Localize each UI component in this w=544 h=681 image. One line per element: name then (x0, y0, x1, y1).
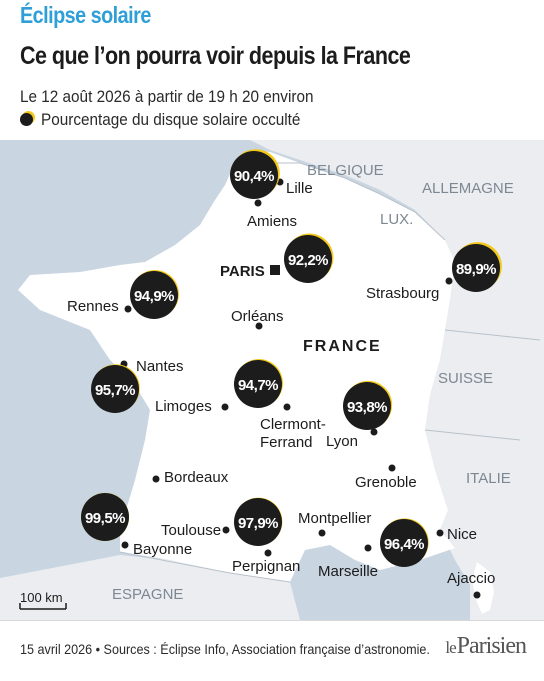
spain-land (0, 555, 300, 620)
city-dot-bayonne (121, 541, 129, 549)
city-label-nice: Nice (447, 526, 477, 543)
eclipse-bayonne: 99,5% (81, 492, 130, 541)
eclipse-limoges: 94,7% (234, 359, 283, 408)
city-dot-marseille (364, 544, 372, 552)
city-dot-grenoble (388, 464, 396, 472)
eclipse-value-paris: 92,2% (288, 252, 328, 269)
eclipse-toulouse: 97,9% (234, 497, 283, 546)
page-title: Ce que l’on pourra voir depuis la France (20, 42, 411, 70)
city-label-marseille: Marseille (318, 563, 378, 580)
eclipse-lyon: 93,8% (343, 380, 393, 430)
legend-label: Pourcentage du disque solaire occulté (41, 110, 301, 129)
eclipse-value-lyon: 93,8% (347, 399, 387, 416)
city-markers: Lille Amiens PARIS Strasbourg Rennes Orléans N… (67, 178, 495, 599)
header: Éclipse solaire Ce que l’on pourra voir … (0, 0, 544, 140)
eclipse-value-nantes: 95,7% (95, 382, 135, 399)
eclipse-value-rennes: 94,9% (134, 288, 174, 305)
city-dot-amiens (254, 199, 262, 207)
city-label-rennes: Rennes (67, 298, 119, 315)
city-label-strasbourg: Strasbourg (366, 285, 439, 302)
eclipse-value-bayonne: 99,5% (85, 510, 125, 527)
eclipse-lille: 90,4% (230, 149, 280, 199)
country-lux: LUX. (380, 211, 413, 228)
city-label-ajaccio: Ajaccio (447, 570, 495, 587)
country-belgique: BELGIQUE (307, 162, 384, 179)
france-land (18, 150, 455, 582)
city-dot-rennes (124, 305, 132, 313)
eclipse-disk-icon (20, 113, 33, 126)
kicker: Éclipse solaire (20, 2, 151, 28)
source-line: 15 avril 2026 • Sources : Éclipse Info, … (20, 641, 430, 657)
borders (119, 162, 541, 583)
city-label-grenoble: Grenoble (355, 474, 417, 491)
eclipse-value-strasbourg: 89,9% (456, 261, 496, 278)
moon-disk (234, 360, 282, 408)
city-label-toulouse: Toulouse (161, 522, 221, 539)
moon-disk (284, 235, 332, 283)
moon-disk (452, 244, 500, 292)
moon-disk (130, 271, 178, 319)
capital-marker (270, 265, 280, 275)
eclipse-value-limoges: 94,7% (238, 377, 278, 394)
city-label-clermont1: Clermont- (260, 416, 326, 433)
eclipse-value-lille: 90,4% (234, 168, 274, 185)
moon-disk (81, 493, 129, 541)
country-suisse: SUISSE (438, 370, 493, 387)
le-parisien-logo: leParisien (445, 633, 527, 659)
city-label-orleans: Orléans (231, 308, 284, 325)
country-label: FRANCE (303, 338, 382, 355)
city-dot-montpellier (318, 529, 326, 537)
country-italie: ITALIE (466, 470, 511, 487)
city-label-amiens: Amiens (247, 213, 297, 230)
moon-disk (91, 365, 139, 413)
city-dot-ajaccio (473, 591, 481, 599)
city-label-lille: Lille (286, 180, 313, 197)
eclipse-value-toulouse: 97,9% (238, 515, 278, 532)
eclipse-paris: 92,2% (284, 233, 334, 283)
city-label-limoges: Limoges (155, 398, 212, 415)
map: 100 km FRANCE BELGIQUE ALLEMAGNE LUX. SUISS… (0, 140, 544, 620)
corsica-land (472, 562, 494, 614)
city-dot-strasbourg (445, 277, 453, 285)
city-dot-lyon (370, 428, 378, 436)
footer: 15 avril 2026 • Sources : Éclipse Info, … (0, 620, 544, 681)
city-label-bayonne: Bayonne (133, 541, 192, 558)
city-dot-perpignan (264, 549, 272, 557)
city-label-nantes: Nantes (136, 358, 184, 375)
neighbor-labels: BELGIQUE ALLEMAGNE LUX. SUISSE ITALIE ESPAGNE (112, 162, 514, 603)
subtitle: Le 12 août 2026 à partir de 19 h 20 envi… (20, 87, 314, 106)
moon-disk (234, 498, 282, 546)
legend: Pourcentage du disque solaire occulté (20, 110, 329, 130)
eclipse-rennes: 94,9% (130, 270, 179, 319)
eclipse-value-marseille: 96,4% (384, 536, 424, 553)
city-label-clermont2: Ferrand (260, 434, 313, 451)
eclipse-nantes: 95,7% (91, 364, 140, 413)
eclipse-marseille: 96,4% (380, 518, 429, 567)
city-label-bordeaux: Bordeaux (164, 469, 229, 486)
city-label-paris: PARIS (220, 263, 265, 280)
city-dot-clermont1 (283, 403, 291, 411)
country-allemagne: ALLEMAGNE (422, 180, 514, 197)
city-label-perpignan: Perpignan (232, 558, 300, 575)
city-dot-toulouse (222, 526, 230, 534)
city-dot-orleans (255, 322, 263, 330)
city-dot-nice (436, 529, 444, 537)
moon-disk (380, 519, 428, 567)
city-dot-limoges (221, 403, 229, 411)
moon-disk (343, 382, 391, 430)
city-label-montpellier: Montpellier (298, 510, 371, 527)
eclipse-strasbourg: 89,9% (452, 242, 502, 292)
country-espagne: ESPAGNE (112, 586, 183, 603)
city-label-lyon: Lyon (326, 433, 358, 450)
city-dot-bordeaux (152, 475, 160, 483)
eclipse-disks: 90,4% 92,2% 89,9% 94,9% 95,7% 94,7% 93,8% 99,5%… (81, 149, 502, 567)
moon-disk (230, 151, 278, 199)
scale-label: 100 km (20, 590, 63, 605)
